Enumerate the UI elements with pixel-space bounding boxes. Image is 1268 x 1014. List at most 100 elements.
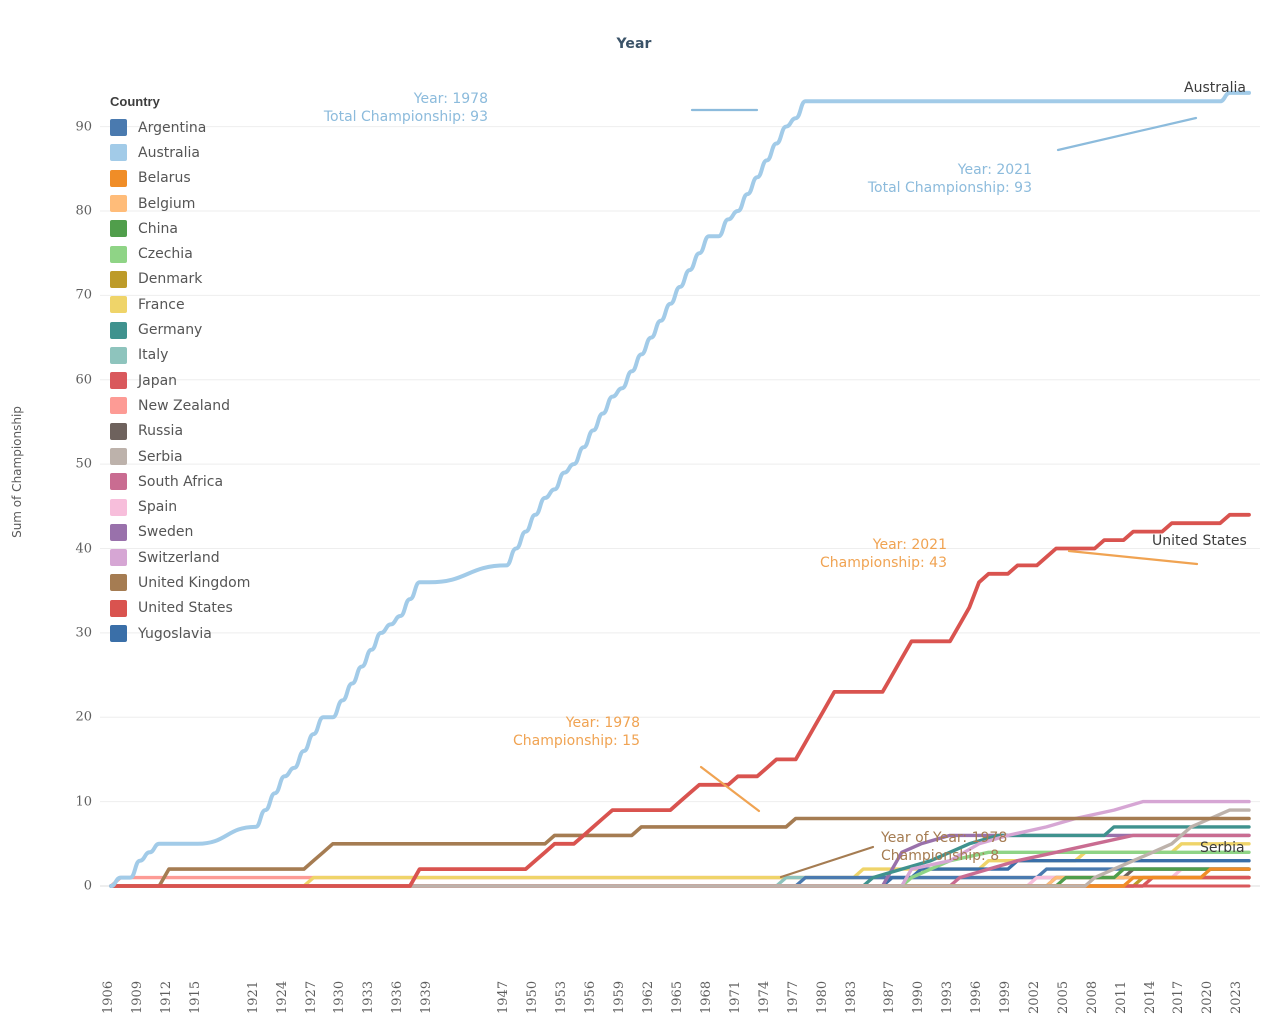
y-axis-ticks: 0 10 20 30 40 50 60 70 80 90 (46, 66, 92, 946)
y-axis-tick-label: 10 (75, 794, 92, 810)
x-axis-tick-label: 1915 (187, 980, 203, 1014)
annotation-line-2: Championship: 8 (881, 848, 1000, 864)
annotation-line-1: Year of Year: 1978 (881, 830, 1008, 846)
y-axis-tick-label: 60 (75, 372, 92, 388)
x-axis-tick-label: 1909 (129, 980, 145, 1014)
legend-color-swatch (110, 549, 127, 567)
series-germany[interactable] (109, 825, 1251, 888)
legend-item[interactable]: Russia (110, 419, 340, 444)
legend-color-swatch (110, 346, 127, 364)
y-axis-tick-label: 20 (75, 709, 92, 725)
legend-item-label: Italy (138, 347, 169, 364)
x-axis-tick-label: 1950 (525, 980, 541, 1014)
x-axis-tick-label: 1962 (641, 980, 657, 1014)
legend-item[interactable]: Serbia (110, 444, 340, 469)
annotation-line-1: Year: 2021 (957, 162, 1032, 178)
legend-item[interactable]: Japan (110, 368, 340, 393)
series-south-africa[interactable] (109, 833, 1251, 888)
legend-item-label: Russia (138, 423, 184, 440)
annotation-line-2: Total Championship: 93 (867, 180, 1032, 196)
x-axis-tick-label: 1999 (997, 980, 1013, 1014)
legend-item[interactable]: Sweden (110, 520, 340, 545)
y-axis-tick-label: 40 (75, 541, 92, 556)
legend-item-label: New Zealand (138, 397, 230, 414)
x-axis-tick-label: 2020 (1200, 980, 1216, 1014)
series-switzerland[interactable] (109, 799, 1251, 888)
x-axis-tick-label: 1927 (303, 980, 319, 1014)
series-united-kingdom[interactable] (109, 816, 1251, 888)
legend-item[interactable]: Australia (110, 140, 340, 165)
line-chart-svg (100, 90, 1260, 888)
x-axis-tick-label: 1993 (940, 980, 956, 1014)
legend-item[interactable]: France (110, 292, 340, 317)
x-axis-tick-label: 1939 (419, 980, 435, 1014)
legend-item[interactable]: Belgium (110, 191, 340, 216)
x-axis-tick-label: 1924 (274, 980, 290, 1014)
x-axis-tick-label: 1953 (554, 980, 570, 1014)
x-axis-tick-label: 1990 (911, 980, 927, 1014)
x-axis-tick-label: 1980 (814, 980, 830, 1014)
x-axis-tick-label: 1965 (670, 980, 685, 1014)
series-yugoslavia[interactable] (109, 859, 1251, 888)
x-axis-tick-label: 1930 (332, 980, 348, 1014)
x-axis-tick-label: 1983 (843, 980, 859, 1014)
legend-item[interactable]: New Zealand (110, 393, 340, 418)
x-axis-tick-label: 1974 (756, 980, 772, 1014)
series-australia[interactable] (109, 90, 1251, 888)
series-end-label: United States (1152, 533, 1247, 549)
series-serbia[interactable] (109, 808, 1251, 888)
legend: Country Argentina Australia Belarus Belgium… (110, 94, 340, 646)
legend-title: Country (110, 94, 160, 109)
legend-item[interactable]: Italy (110, 343, 340, 368)
legend-item-label: South Africa (138, 473, 224, 490)
legend-color-swatch (110, 372, 127, 390)
page-title: Year (616, 36, 652, 52)
series-united-states[interactable] (109, 512, 1251, 888)
x-axis-tick-label: 2008 (1084, 980, 1100, 1014)
legend-color-swatch (110, 448, 127, 465)
legend-color-swatch (110, 169, 127, 187)
legend-item[interactable]: Belarus (110, 166, 340, 191)
series-france[interactable] (109, 842, 1251, 888)
legend-item-label: United States (138, 600, 233, 617)
annotation-line-2: Championship: 43 (819, 555, 947, 571)
legend-item[interactable]: Spain (110, 494, 340, 519)
legend-color-swatch (110, 270, 127, 288)
legend-item[interactable]: South Africa (110, 469, 340, 494)
annotation-uk-1978: Year of Year: 1978 Championship: 8 (881, 829, 1007, 865)
x-axis-tick-label: 2011 (1113, 980, 1129, 1014)
annotation-line-1: Year: 1978 (413, 91, 488, 107)
legend-item[interactable]: Denmark (110, 267, 340, 292)
legend-item[interactable]: Czechia (110, 241, 340, 266)
x-axis-tick-label: 2017 (1171, 980, 1187, 1014)
legend-item-label: Sweden (138, 524, 194, 541)
legend-color-swatch (110, 574, 127, 592)
series-end-label: Australia (1184, 80, 1246, 96)
x-axis-ticks: 1906 1909 1912 1915 1921 1924 1927 1930 1933 1936… (100, 952, 1260, 1014)
legend-item[interactable]: China (110, 216, 340, 241)
legend-item[interactable]: Germany (110, 317, 340, 342)
legend-item-label: Spain (138, 499, 178, 516)
annotation-usa-1978: Year: 1978 Championship: 15 (513, 714, 640, 750)
legend-item-label: France (138, 296, 185, 313)
legend-item-label: Denmark (138, 271, 203, 288)
x-axis-tick-label: 2023 (1229, 980, 1245, 1014)
annotation-line-1: Year: 2021 (872, 537, 947, 553)
legend-item[interactable]: United Kingdom (110, 570, 340, 595)
annotation-line-1: Year: 1978 (565, 715, 640, 731)
legend-item[interactable]: Switzerland (110, 545, 340, 570)
x-axis-tick-label: 2002 (1026, 980, 1042, 1014)
x-axis-tick-label: 1959 (612, 980, 628, 1014)
y-axis-tick-label: 70 (75, 287, 92, 303)
x-axis-tick-label: 2005 (1055, 980, 1071, 1014)
x-axis-tick-label: 1947 (496, 980, 512, 1014)
legend-color-swatch (110, 220, 127, 238)
y-axis-tick-label: 90 (75, 119, 92, 135)
x-axis-tick-label: 1968 (698, 980, 714, 1014)
legend-color-swatch (110, 625, 127, 643)
annotation-line-2: Total Championship: 93 (323, 109, 488, 125)
legend-item[interactable]: United States (110, 596, 340, 621)
legend-item[interactable]: Yugoslavia (110, 621, 340, 646)
legend-item[interactable]: Argentina (110, 115, 340, 140)
